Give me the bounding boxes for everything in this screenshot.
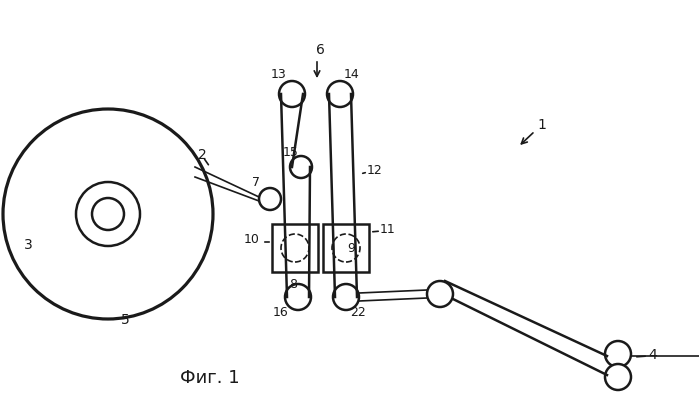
Text: 2: 2 <box>198 147 206 161</box>
Circle shape <box>285 284 311 310</box>
Circle shape <box>259 189 281 211</box>
Circle shape <box>3 110 213 319</box>
Circle shape <box>281 235 309 262</box>
Text: 8: 8 <box>289 278 297 291</box>
Text: 5: 5 <box>121 312 129 326</box>
Circle shape <box>76 183 140 247</box>
Circle shape <box>332 235 360 262</box>
Text: 15: 15 <box>283 146 299 159</box>
Circle shape <box>290 157 312 178</box>
Bar <box>272 224 318 272</box>
Text: 10: 10 <box>244 233 260 246</box>
Circle shape <box>605 364 631 390</box>
Text: 13: 13 <box>271 68 287 81</box>
Text: 16: 16 <box>273 306 289 319</box>
Circle shape <box>327 82 353 108</box>
Circle shape <box>333 284 359 310</box>
Text: 11: 11 <box>380 223 396 236</box>
Circle shape <box>92 199 124 230</box>
Text: 6: 6 <box>315 43 324 57</box>
Text: 14: 14 <box>344 68 360 81</box>
Text: 1: 1 <box>538 118 547 132</box>
Text: 4: 4 <box>648 347 657 361</box>
Circle shape <box>427 281 453 307</box>
Text: 7: 7 <box>252 176 260 189</box>
Text: 9: 9 <box>347 242 355 255</box>
Text: 12: 12 <box>367 163 383 176</box>
Text: 22: 22 <box>350 306 366 319</box>
Circle shape <box>605 341 631 367</box>
Text: 3: 3 <box>24 237 32 252</box>
Bar <box>323 224 369 272</box>
Circle shape <box>279 82 305 108</box>
Text: Фиг. 1: Фиг. 1 <box>180 368 240 386</box>
